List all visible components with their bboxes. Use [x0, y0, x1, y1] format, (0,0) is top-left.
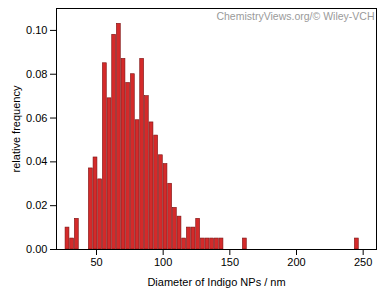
svg-text:0.02: 0.02	[26, 199, 47, 211]
svg-text:0.00: 0.00	[26, 243, 47, 255]
svg-text:250: 250	[354, 256, 372, 268]
svg-text:0.08: 0.08	[26, 68, 47, 80]
svg-text:50: 50	[90, 256, 102, 268]
svg-text:0.06: 0.06	[26, 112, 47, 124]
svg-text:relative frequency: relative frequency	[10, 85, 22, 172]
svg-text:100: 100	[154, 256, 172, 268]
svg-text:150: 150	[221, 256, 239, 268]
svg-text:ChemistryViews.org/© Wiley-VCH: ChemistryViews.org/© Wiley-VCH	[216, 10, 374, 22]
svg-text:Diameter of Indigo NPs / nm: Diameter of Indigo NPs / nm	[147, 276, 285, 288]
svg-text:0.04: 0.04	[26, 155, 47, 167]
svg-text:200: 200	[287, 256, 305, 268]
svg-text:0.10: 0.10	[26, 24, 47, 36]
